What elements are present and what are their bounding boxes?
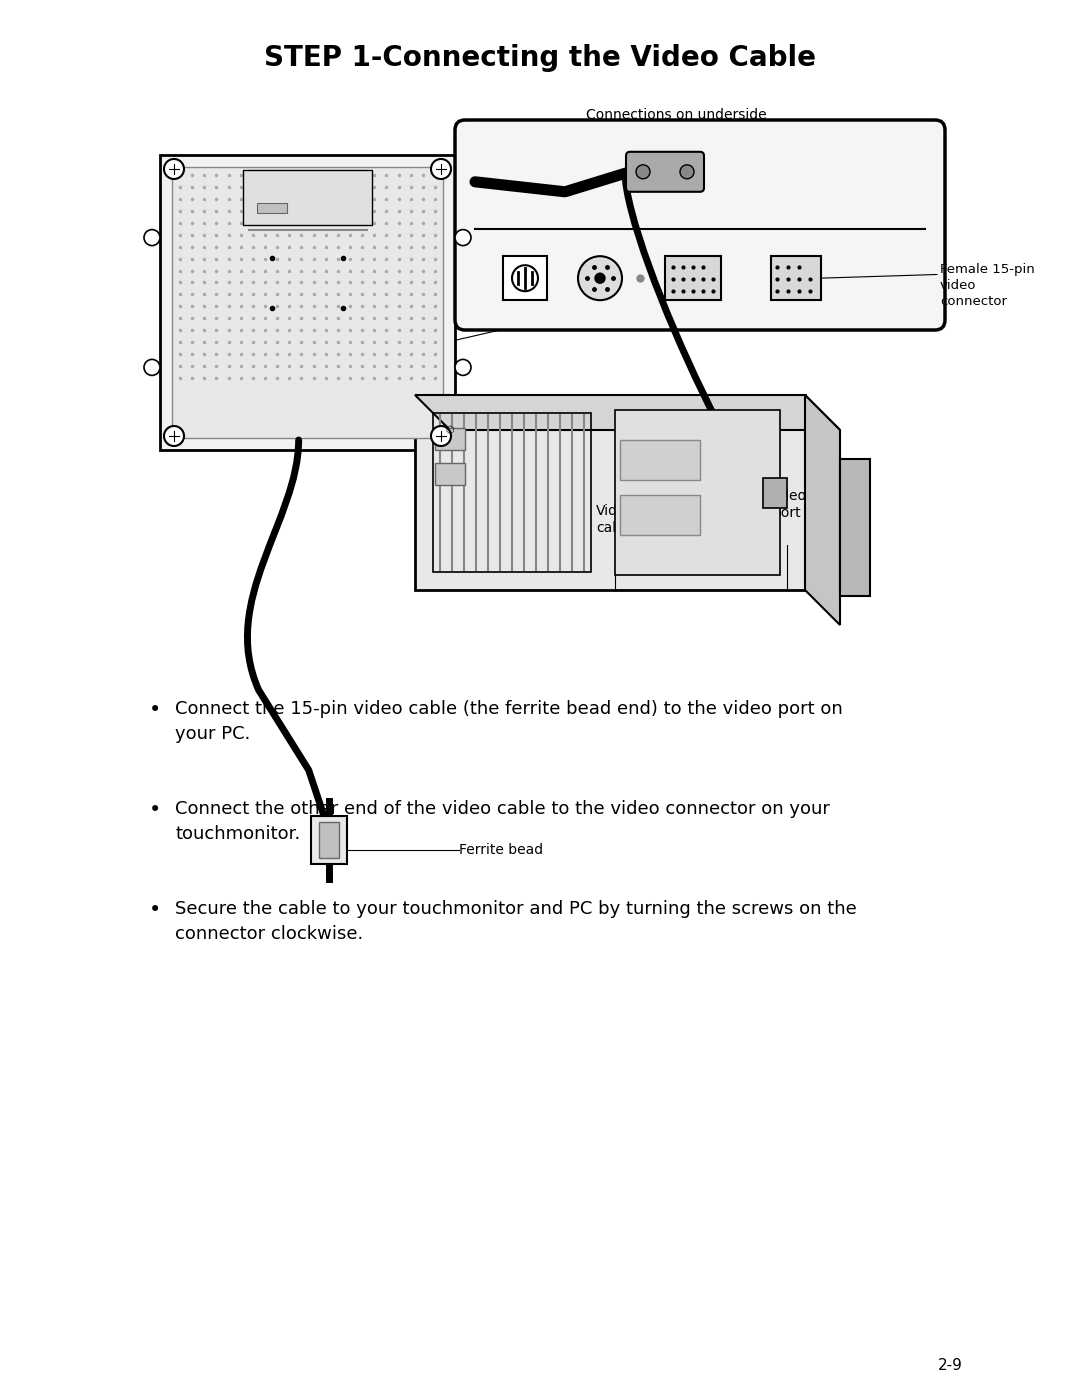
Text: Connect the 15-pin video cable (the ferrite bead end) to the video port on
your : Connect the 15-pin video cable (the ferr… <box>175 700 842 743</box>
Circle shape <box>680 165 694 179</box>
Text: •: • <box>149 799 161 820</box>
Circle shape <box>512 265 538 291</box>
FancyBboxPatch shape <box>243 169 373 225</box>
Text: Video
cable: Video cable <box>595 504 635 534</box>
Text: 2-9: 2-9 <box>937 1357 962 1373</box>
FancyBboxPatch shape <box>435 464 465 484</box>
Circle shape <box>455 229 471 246</box>
Text: •: • <box>149 899 161 920</box>
Text: •: • <box>149 700 161 720</box>
FancyBboxPatch shape <box>415 396 805 590</box>
Text: Connections on underside: Connections on underside <box>586 108 767 122</box>
FancyBboxPatch shape <box>665 257 721 300</box>
Circle shape <box>164 160 184 179</box>
FancyBboxPatch shape <box>626 151 704 192</box>
FancyBboxPatch shape <box>620 496 700 534</box>
Polygon shape <box>840 459 870 595</box>
FancyBboxPatch shape <box>620 440 700 480</box>
FancyBboxPatch shape <box>311 816 347 863</box>
FancyBboxPatch shape <box>160 155 455 450</box>
Circle shape <box>636 165 650 179</box>
Circle shape <box>164 426 184 446</box>
Polygon shape <box>415 396 840 430</box>
Text: Secure the cable to your touchmonitor and PC by turning the screws on the
connec: Secure the cable to your touchmonitor an… <box>175 899 856 942</box>
Circle shape <box>144 359 160 375</box>
FancyBboxPatch shape <box>503 257 546 300</box>
FancyBboxPatch shape <box>257 203 287 212</box>
FancyBboxPatch shape <box>455 119 945 330</box>
Text: Female 15-pin
video
connector: Female 15-pin video connector <box>940 264 1035 308</box>
Circle shape <box>578 257 622 300</box>
Text: Video
port: Video port <box>768 489 807 520</box>
Polygon shape <box>805 396 840 625</box>
Text: ⬡: ⬡ <box>446 425 455 434</box>
Circle shape <box>431 426 451 446</box>
Text: Ferrite bead: Ferrite bead <box>459 843 543 856</box>
Circle shape <box>144 229 160 246</box>
FancyBboxPatch shape <box>615 409 780 575</box>
Circle shape <box>431 160 451 179</box>
Text: Connect the other end of the video cable to the video connector on your
touchmon: Connect the other end of the video cable… <box>175 799 829 843</box>
Circle shape <box>455 359 471 375</box>
Text: STEP 1-Connecting the Video Cable: STEP 1-Connecting the Video Cable <box>264 44 816 72</box>
FancyBboxPatch shape <box>319 822 339 858</box>
FancyBboxPatch shape <box>762 477 787 508</box>
Circle shape <box>595 273 605 283</box>
FancyBboxPatch shape <box>771 257 821 300</box>
FancyBboxPatch shape <box>435 428 465 450</box>
FancyBboxPatch shape <box>172 167 443 439</box>
